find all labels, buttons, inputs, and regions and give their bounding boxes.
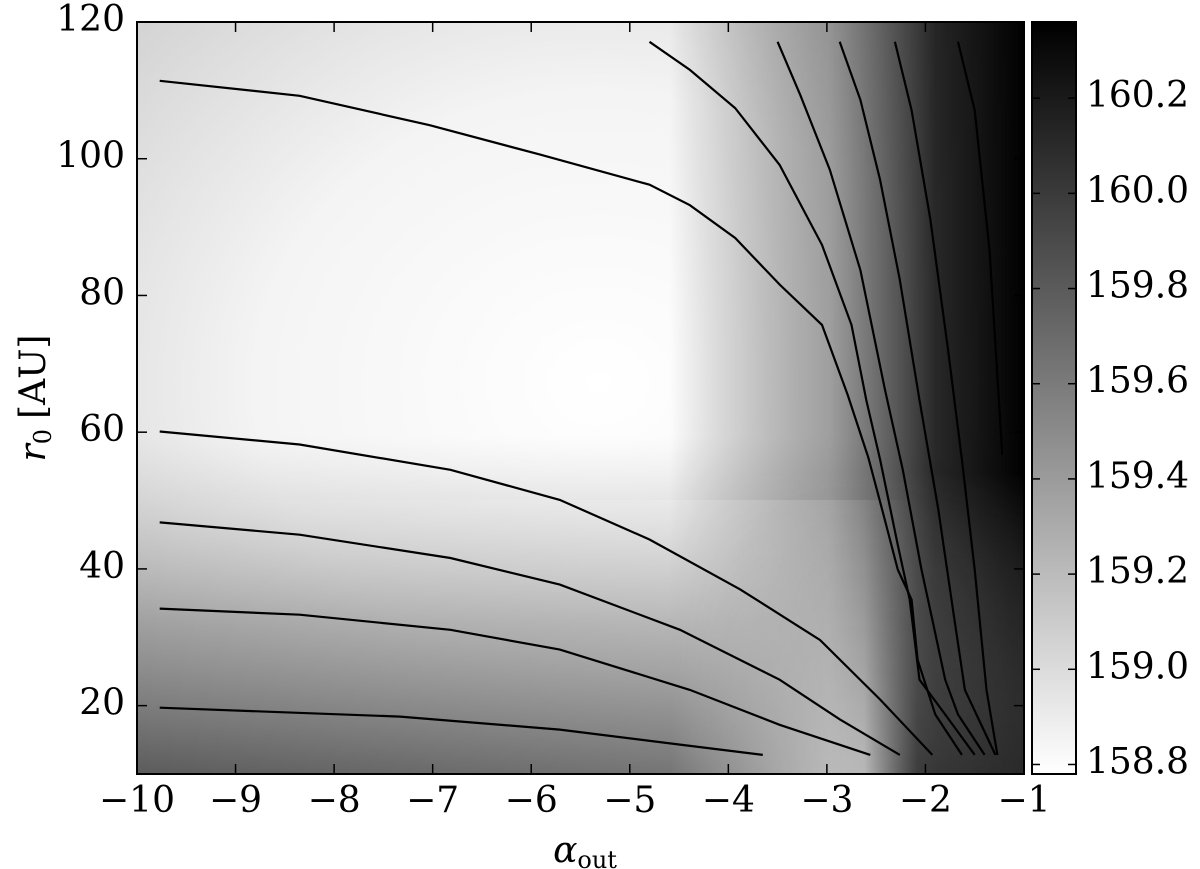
colorbar-tick-label: 159.8 (1086, 266, 1189, 307)
y-tick-label: 120 (56, 0, 125, 40)
colorbar-tick-label: 160.2 (1086, 75, 1189, 116)
y-tick-label: 20 (79, 683, 125, 724)
x-tick-label: −4 (702, 780, 755, 821)
contour-line (159, 521, 901, 756)
x-tick-label: −5 (603, 780, 656, 821)
colorbar-tick-label: 159.4 (1086, 456, 1189, 497)
contour-line (956, 41, 1004, 455)
contour-line (893, 41, 999, 756)
y-tick-label: 80 (79, 272, 125, 313)
x-tick-label: −7 (406, 780, 459, 821)
colorbar-tick-label: 159.6 (1086, 361, 1189, 402)
y-tick-label: 40 (79, 546, 125, 587)
contour-line (648, 40, 976, 756)
colorbar-tick-label: 158.8 (1086, 741, 1189, 782)
x-tick-label: −2 (899, 780, 952, 821)
y-tick-label: 100 (56, 136, 125, 177)
colorbar-tick-label: 159.0 (1086, 646, 1189, 687)
x-tick-label: −3 (800, 780, 853, 821)
x-tick-label: −6 (505, 780, 558, 821)
contour-line (159, 607, 871, 756)
plot-frame (136, 21, 1025, 775)
heatmap (137, 22, 1024, 774)
x-axis-label: αout (553, 830, 617, 869)
x-tick-label: −10 (99, 780, 175, 821)
contour-line (776, 41, 986, 756)
y-axis-label: r0[AU] (13, 335, 57, 462)
colorbar-tick-label: 160.0 (1086, 170, 1189, 211)
contour-lines (159, 40, 1004, 756)
colorbar-tick-label: 159.2 (1086, 551, 1189, 592)
x-tick-label: −1 (997, 780, 1050, 821)
contour-line (838, 41, 997, 756)
contour-line (159, 430, 934, 756)
contour-line (159, 706, 763, 756)
colorbar (1031, 21, 1077, 775)
contour-line (159, 79, 963, 756)
x-tick-label: −8 (308, 780, 361, 821)
x-tick-label: −9 (209, 780, 262, 821)
y-tick-label: 60 (79, 409, 125, 450)
